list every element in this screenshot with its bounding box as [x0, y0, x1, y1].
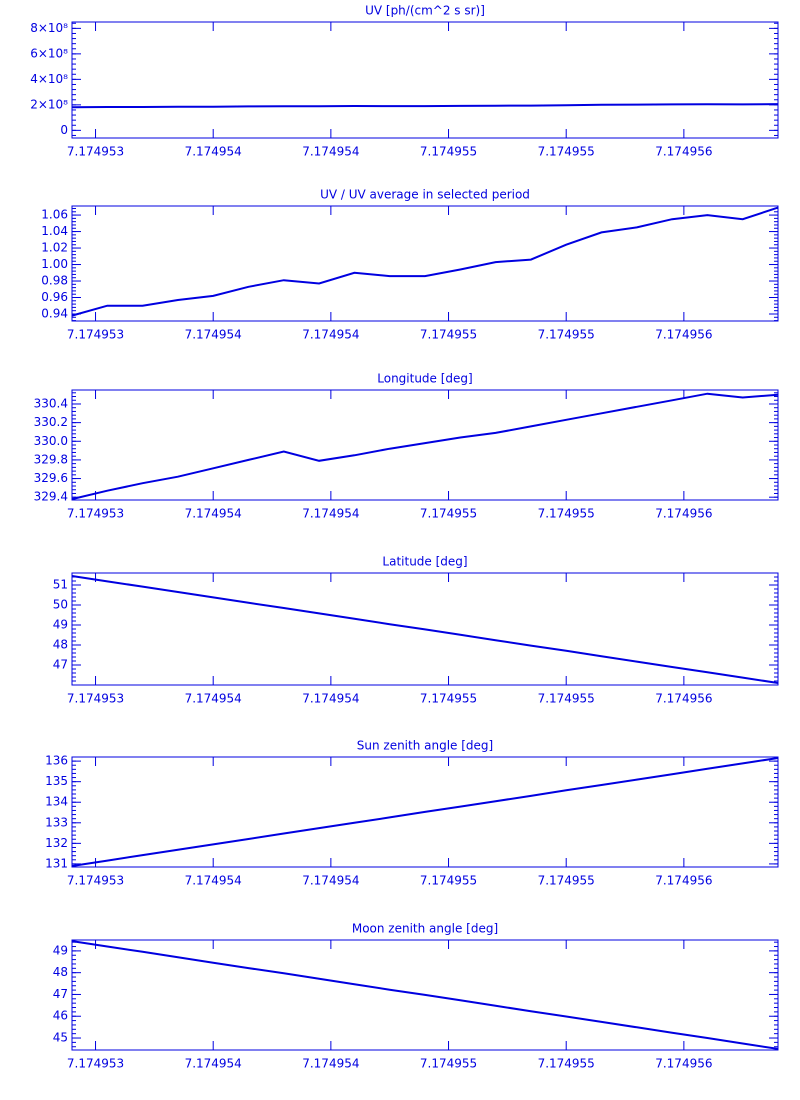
- y-tick-label: 48: [53, 965, 68, 979]
- x-tick-label: 7.174955: [420, 1057, 477, 1071]
- x-tick-label: 7.174954: [302, 145, 359, 159]
- x-tick-label: 7.174955: [420, 692, 477, 706]
- plot-frame: [71, 21, 779, 139]
- x-tick-label: 7.174955: [538, 692, 595, 706]
- y-tick-label: 51: [53, 578, 68, 592]
- x-tick-label: 7.174954: [185, 874, 242, 888]
- x-tick-label: 7.174955: [420, 874, 477, 888]
- x-tick-label: 7.174955: [420, 145, 477, 159]
- y-tick-label: 45: [53, 1031, 68, 1045]
- plot-frame: [71, 205, 779, 322]
- y-tick-label: 329.8: [34, 452, 68, 466]
- x-tick-label: 7.174954: [302, 1057, 359, 1071]
- x-tick-label: 7.174953: [67, 145, 124, 159]
- data-line: [71, 575, 779, 684]
- x-tick-label: 7.174955: [538, 507, 595, 521]
- plot-frame: [71, 756, 779, 868]
- y-tick-label: 49: [53, 943, 68, 957]
- y-tick-label: 329.4: [34, 490, 68, 504]
- data-line: [71, 757, 779, 867]
- y-tick-label: 4×10⁸: [30, 72, 68, 86]
- x-tick-label: 7.174956: [655, 328, 712, 342]
- data-line: [71, 206, 779, 317]
- x-tick-label: 7.174953: [67, 692, 124, 706]
- x-tick-label: 7.174954: [185, 507, 242, 521]
- data-line: [71, 392, 779, 501]
- plot-frame: [71, 939, 779, 1051]
- subplot: Sun zenith angle [deg] 131 132 133 134 135 136…: [45, 739, 779, 888]
- y-tick-label: 0.96: [41, 290, 68, 304]
- y-tick-label: 48: [53, 638, 68, 652]
- y-tick-label: 1.04: [41, 224, 68, 238]
- y-tick-label: 329.6: [34, 471, 68, 485]
- x-tick-label: 7.174955: [538, 145, 595, 159]
- y-tick-label: 132: [45, 836, 68, 850]
- y-tick-label: 1.06: [41, 208, 68, 222]
- y-tick-label: 135: [45, 774, 68, 788]
- y-tick-label: 134: [45, 795, 68, 809]
- y-tick-label: 8×10⁸: [30, 21, 68, 35]
- x-tick-label: 7.174954: [185, 692, 242, 706]
- y-tick-label: 1.00: [41, 257, 68, 271]
- x-tick-label: 7.174955: [538, 874, 595, 888]
- x-tick-label: 7.174953: [67, 328, 124, 342]
- subplot-title: Latitude [deg]: [382, 555, 467, 569]
- subplot: UV [ph/(cm^2 s sr)] 0 2×10⁸ 4×10⁸ 6×10⁸ 8×10⁸…: [30, 4, 779, 159]
- plot-frame: [71, 389, 779, 501]
- y-tick-label: 330.2: [34, 415, 68, 429]
- y-tick-label: 47: [53, 658, 68, 672]
- y-tick-label: 330.0: [34, 434, 68, 448]
- subplot: Moon zenith angle [deg] 45 46 47 48 49 7.17495…: [53, 922, 779, 1071]
- x-tick-label: 7.174953: [67, 507, 124, 521]
- y-tick-label: 136: [45, 754, 68, 768]
- y-tick-label: 50: [53, 598, 68, 612]
- y-tick-label: 6×10⁸: [30, 46, 68, 60]
- x-tick-label: 7.174954: [302, 328, 359, 342]
- x-tick-label: 7.174956: [655, 507, 712, 521]
- data-line: [71, 103, 779, 109]
- x-tick-label: 7.174954: [302, 874, 359, 888]
- x-tick-label: 7.174953: [67, 874, 124, 888]
- subplot: UV / UV average in selected period 0.94 0.…: [41, 188, 779, 342]
- y-tick-label: 1.02: [41, 241, 68, 255]
- x-tick-label: 7.174956: [655, 145, 712, 159]
- subplot-title: Moon zenith angle [deg]: [352, 922, 498, 936]
- y-tick-label: 330.4: [34, 396, 68, 410]
- y-tick-label: 133: [45, 815, 68, 829]
- y-tick-label: 131: [45, 856, 68, 870]
- y-tick-label: 0.98: [41, 274, 68, 288]
- y-tick-label: 49: [53, 618, 68, 632]
- x-tick-label: 7.174953: [67, 1057, 124, 1071]
- subplot: Latitude [deg] 47 48 49 50 51 7.174953 7.174954…: [53, 555, 779, 706]
- x-tick-label: 7.174956: [655, 1057, 712, 1071]
- y-tick-label: 0: [60, 123, 68, 137]
- x-tick-label: 7.174956: [655, 692, 712, 706]
- subplot-title: UV / UV average in selected period: [320, 188, 530, 202]
- y-tick-label: 2×10⁸: [30, 97, 68, 111]
- x-tick-label: 7.174956: [655, 874, 712, 888]
- x-tick-label: 7.174955: [420, 507, 477, 521]
- subplot: Longitude [deg] 329.4 329.6 329.8 330.0 330.2…: [34, 372, 779, 521]
- x-tick-label: 7.174954: [185, 328, 242, 342]
- data-line: [71, 940, 779, 1050]
- x-tick-label: 7.174955: [538, 328, 595, 342]
- x-tick-label: 7.174954: [185, 145, 242, 159]
- y-tick-label: 46: [53, 1009, 68, 1023]
- x-tick-label: 7.174955: [538, 1057, 595, 1071]
- x-tick-label: 7.174954: [302, 507, 359, 521]
- x-tick-label: 7.174954: [185, 1057, 242, 1071]
- x-tick-label: 7.174955: [420, 328, 477, 342]
- y-tick-label: 47: [53, 987, 68, 1001]
- subplot-title: UV [ph/(cm^2 s sr)]: [365, 4, 485, 18]
- x-tick-label: 7.174954: [302, 692, 359, 706]
- y-tick-label: 0.94: [41, 306, 68, 320]
- subplot-title: Sun zenith angle [deg]: [357, 739, 493, 753]
- subplot-title: Longitude [deg]: [377, 372, 472, 386]
